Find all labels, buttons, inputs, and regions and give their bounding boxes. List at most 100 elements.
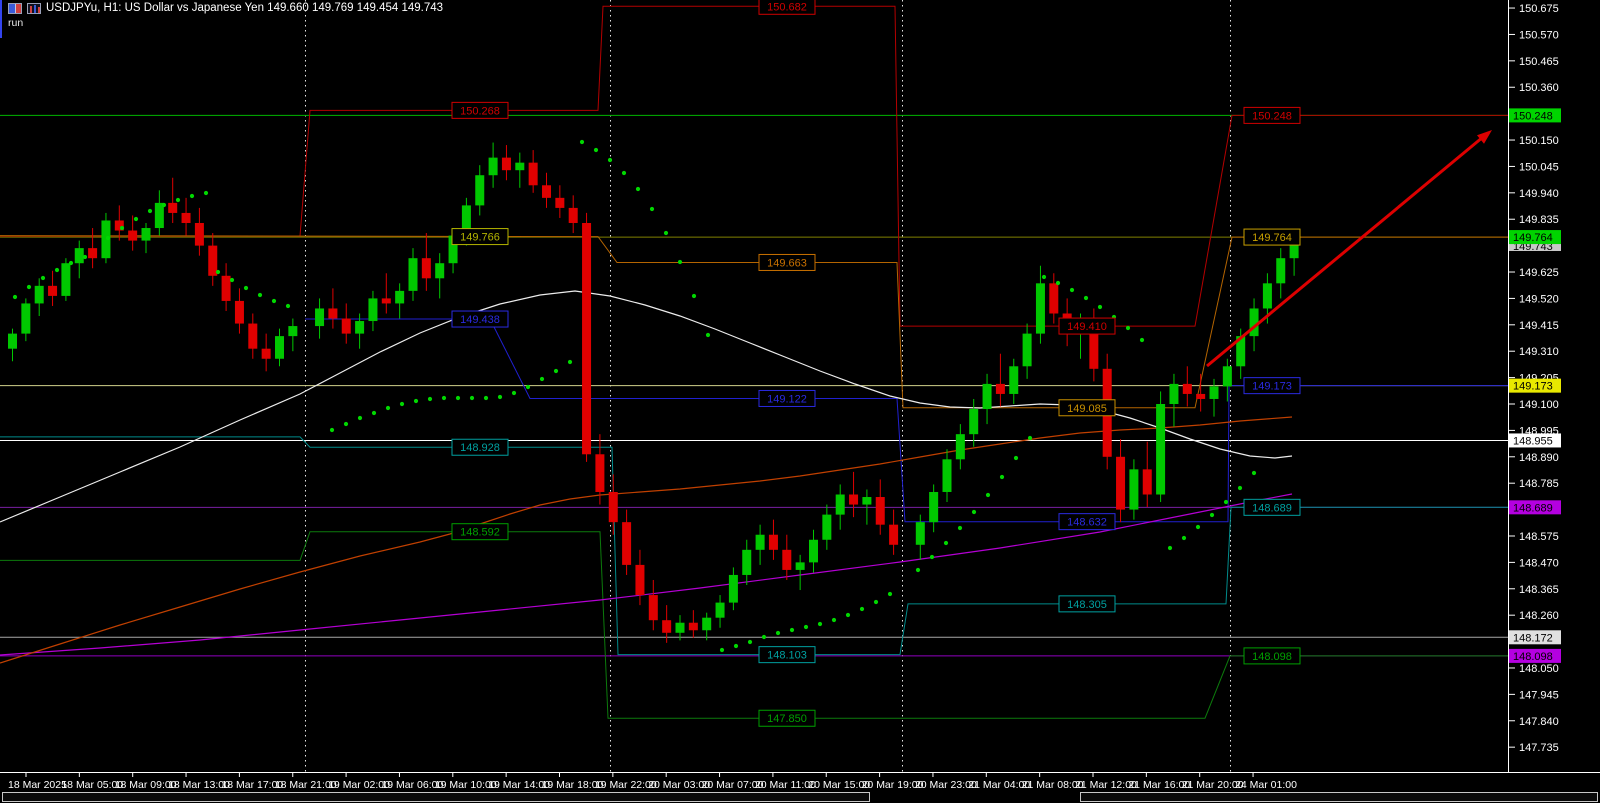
candle-body	[101, 220, 111, 259]
sar-dot	[985, 492, 991, 498]
ma-white	[0, 290, 1293, 523]
candle-body	[1182, 383, 1192, 394]
price-highlight	[1509, 500, 1561, 515]
level-label-box[interactable]	[451, 228, 509, 246]
time-tick-label: 18 Mar 21:00	[275, 779, 337, 791]
candle-body	[782, 549, 792, 570]
candle-body	[1236, 336, 1246, 367]
level-label-box[interactable]	[1058, 595, 1116, 613]
price-axis-panel[interactable]	[1508, 0, 1600, 803]
level-label-box[interactable]	[1243, 647, 1301, 665]
level-label-box[interactable]	[1243, 377, 1301, 395]
level-label-box[interactable]	[1058, 317, 1116, 335]
time-tick-label: 19 Mar 18:00	[542, 779, 604, 791]
level-label-text: 148.098	[1252, 651, 1292, 663]
sar-dot	[747, 639, 753, 645]
level-label-box[interactable]	[451, 101, 509, 119]
price-highlight-label: 148.689	[1513, 502, 1553, 514]
price-tick-label: 148.050	[1519, 663, 1559, 675]
candle-body	[675, 622, 685, 633]
candle-body	[435, 263, 445, 279]
sar-dot	[929, 554, 935, 560]
time-tick-label: 21 Mar 08:00	[1022, 779, 1084, 791]
level-label-box[interactable]	[451, 438, 509, 456]
channel-mid-blue	[305, 318, 1508, 523]
price-tick-label: 148.470	[1519, 557, 1559, 569]
sar-dot	[887, 591, 893, 597]
candle-body	[381, 298, 391, 304]
level-label-box[interactable]	[1243, 498, 1301, 516]
level-label-text: 149.085	[1067, 403, 1107, 415]
sar-dot	[1013, 455, 1019, 461]
sar-dot	[483, 395, 489, 401]
level-label-text: 148.689	[1252, 502, 1292, 514]
price-highlight-partial	[1509, 244, 1561, 251]
sar-dot	[511, 390, 517, 396]
time-tick-label: 20 Mar 11:00	[755, 779, 816, 791]
candle-body	[501, 157, 511, 171]
sar-dot	[1083, 295, 1089, 301]
candle-body	[555, 197, 565, 208]
candle-body	[154, 202, 164, 229]
sar-dot	[1055, 280, 1061, 286]
candle-body	[648, 595, 658, 621]
sar-dot	[68, 260, 74, 266]
price-tick-label: 148.260	[1519, 610, 1559, 622]
candle-body	[1289, 242, 1299, 259]
level-label-text: 149.764	[1252, 232, 1292, 244]
sar-dot	[1125, 325, 1131, 331]
level-label-box[interactable]	[1243, 228, 1301, 246]
level-label-box[interactable]	[758, 253, 816, 271]
sar-dot	[831, 617, 837, 623]
bottom-panel-left[interactable]	[2, 792, 870, 802]
candle-body	[795, 562, 805, 570]
time-tick-label: 20 Mar 03:00	[648, 779, 710, 791]
price-highlight-label: 150.248	[1513, 110, 1553, 122]
price-tick-label: 150.465	[1519, 56, 1559, 68]
chart-bars-icon	[27, 2, 41, 14]
level-label-box[interactable]	[451, 310, 509, 328]
candle-body	[88, 248, 98, 259]
sar-dot	[357, 415, 363, 421]
sar-dot	[1195, 524, 1201, 530]
sar-dot	[133, 216, 139, 222]
sar-dot	[105, 235, 111, 241]
candle-body	[248, 323, 258, 349]
level-label-box[interactable]	[1243, 106, 1301, 124]
candle-body	[995, 383, 1005, 394]
ma-purple	[0, 493, 1293, 656]
candle-body	[288, 326, 298, 337]
bottom-panel-right[interactable]	[1080, 792, 1598, 802]
candle-body	[582, 222, 592, 455]
price-tick-label: 149.835	[1519, 214, 1559, 226]
candle-body	[1049, 283, 1059, 314]
candle-body	[1249, 308, 1259, 337]
sar-dot	[215, 269, 221, 275]
level-label-box[interactable]	[758, 709, 816, 727]
sar-dot	[649, 206, 655, 212]
channel-daily-high-red	[0, 5, 1508, 327]
price-highlight-label: 149.743	[1513, 241, 1553, 253]
level-label-box[interactable]	[1058, 513, 1116, 531]
price-highlight	[1509, 630, 1561, 645]
sar-dot	[579, 139, 585, 145]
time-tick-label: 19 Mar 10:00	[435, 779, 497, 791]
time-tick-label: 21 Mar 04:00	[968, 779, 1030, 791]
level-label-box[interactable]	[758, 646, 816, 664]
level-label-text: 148.305	[1067, 599, 1107, 611]
candle-body	[21, 303, 31, 334]
level-label-box[interactable]	[758, 0, 816, 15]
level-label-text: 148.592	[460, 527, 500, 539]
sar-dot	[1223, 499, 1229, 505]
level-label-box[interactable]	[1058, 399, 1116, 417]
level-label-box[interactable]	[758, 389, 816, 407]
sar-dot	[26, 284, 32, 290]
trend-arrow[interactable]	[1206, 135, 1484, 368]
candle-body	[688, 622, 698, 631]
sar-dot	[1237, 485, 1243, 491]
sar-dot	[329, 427, 335, 433]
level-label-box[interactable]	[451, 523, 509, 541]
time-tick-label: 19 Mar 14:00	[488, 779, 550, 791]
sar-dot	[343, 421, 349, 427]
